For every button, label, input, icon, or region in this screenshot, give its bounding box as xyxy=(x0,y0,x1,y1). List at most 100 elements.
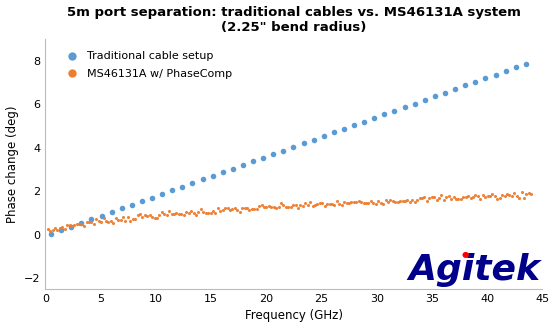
Point xyxy=(432,197,441,203)
Point xyxy=(97,213,106,218)
Point xyxy=(218,170,227,175)
Point xyxy=(182,210,191,215)
Point xyxy=(422,199,431,204)
Point xyxy=(274,204,283,210)
Point xyxy=(400,105,409,110)
Point xyxy=(390,108,399,113)
Point xyxy=(491,72,500,77)
Point xyxy=(208,173,217,178)
Point xyxy=(342,200,351,205)
Point xyxy=(440,198,448,203)
Point xyxy=(527,192,536,197)
Point xyxy=(517,189,526,194)
Point xyxy=(135,212,144,217)
Point xyxy=(420,97,429,103)
Point xyxy=(357,199,366,204)
Point xyxy=(148,214,157,219)
Point xyxy=(279,203,288,208)
Point xyxy=(488,192,497,197)
Point xyxy=(301,200,310,206)
Point xyxy=(172,211,181,216)
Point xyxy=(233,207,241,212)
Point xyxy=(360,119,369,124)
Point xyxy=(199,210,208,215)
Point xyxy=(213,206,222,211)
Point xyxy=(206,210,215,215)
Point xyxy=(168,188,176,193)
Point xyxy=(519,195,528,200)
Point xyxy=(158,191,166,196)
Point xyxy=(340,126,349,132)
Point xyxy=(449,194,458,199)
Point xyxy=(330,130,339,135)
Point xyxy=(461,83,470,88)
Point xyxy=(323,201,332,206)
Point xyxy=(471,193,480,198)
Point xyxy=(239,162,248,168)
Legend: Traditional cable setup, MS46131A w/ PhaseComp: Traditional cable setup, MS46131A w/ Pha… xyxy=(56,47,236,84)
Point xyxy=(345,200,354,206)
Point xyxy=(209,209,218,214)
Point xyxy=(47,231,56,236)
Point xyxy=(340,199,349,205)
Point xyxy=(388,199,397,204)
Point xyxy=(471,79,480,84)
Point xyxy=(56,225,64,230)
Point xyxy=(245,207,254,213)
Point xyxy=(435,195,443,200)
Point xyxy=(184,210,193,215)
Point xyxy=(269,152,278,157)
Point xyxy=(319,133,328,139)
Point xyxy=(325,201,334,206)
Point xyxy=(303,202,312,208)
Point xyxy=(249,159,258,164)
Point xyxy=(393,200,402,205)
Point xyxy=(248,206,256,211)
Point xyxy=(337,202,346,207)
Point xyxy=(380,112,389,117)
Point xyxy=(286,205,295,210)
Point xyxy=(82,219,91,225)
Point xyxy=(133,212,142,217)
Point xyxy=(48,227,57,232)
Point xyxy=(386,197,395,203)
Point xyxy=(230,206,239,211)
Point xyxy=(225,208,234,213)
Point xyxy=(229,166,238,171)
Point xyxy=(177,211,186,216)
Point xyxy=(379,201,387,207)
Point xyxy=(188,180,197,186)
Point xyxy=(178,184,187,189)
Point xyxy=(495,195,504,200)
Point xyxy=(70,222,79,228)
Point xyxy=(384,199,392,205)
Point xyxy=(128,202,137,207)
Point xyxy=(211,210,220,215)
Point xyxy=(311,202,320,208)
Point xyxy=(466,196,475,201)
Point xyxy=(216,208,225,214)
Point xyxy=(75,222,84,227)
Point xyxy=(376,201,385,206)
Point xyxy=(170,211,179,216)
Point xyxy=(114,217,123,222)
Point xyxy=(119,214,128,219)
Point xyxy=(437,193,446,198)
Point xyxy=(109,220,118,226)
Point xyxy=(53,227,62,232)
Point xyxy=(257,203,266,208)
Point xyxy=(65,222,74,227)
Point xyxy=(150,215,159,221)
Point xyxy=(289,144,298,150)
Point xyxy=(308,203,317,208)
Point xyxy=(94,218,103,224)
Point xyxy=(148,195,157,200)
Point xyxy=(381,198,390,203)
Point xyxy=(259,155,268,160)
Point xyxy=(160,212,169,217)
Point xyxy=(68,224,77,229)
Point xyxy=(408,197,417,202)
Point xyxy=(500,193,509,198)
Point xyxy=(350,123,359,128)
Text: Agitek: Agitek xyxy=(408,253,540,287)
